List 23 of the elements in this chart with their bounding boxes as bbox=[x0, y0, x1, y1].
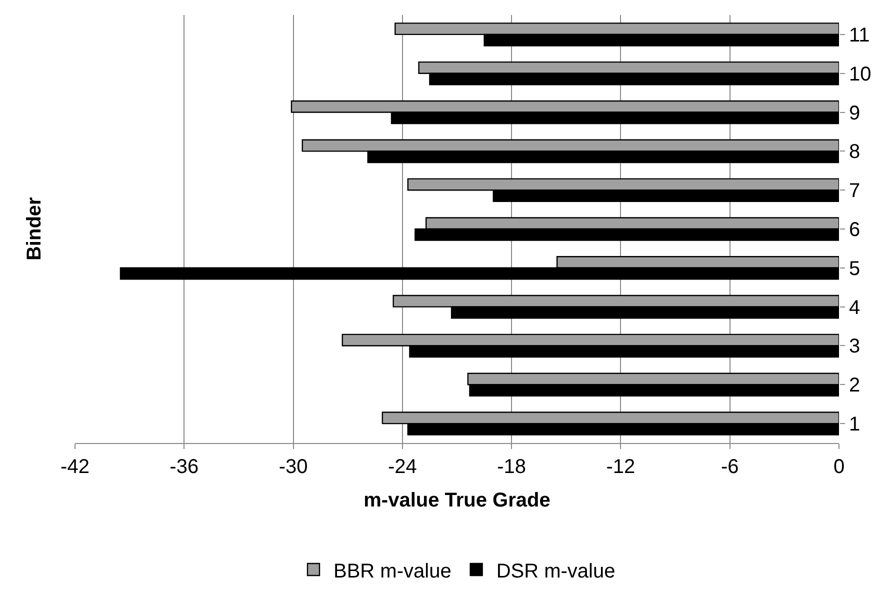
y-tick-label: 7 bbox=[849, 180, 860, 202]
y-tick-label: 10 bbox=[849, 63, 872, 86]
x-tick-label: -6 bbox=[720, 456, 739, 478]
y-tick-label: 2 bbox=[849, 374, 860, 397]
legend-label: DSR m-value bbox=[496, 560, 616, 582]
y-tick-label: 1 bbox=[849, 414, 860, 436]
x-tick-label: -30 bbox=[278, 456, 308, 478]
x-tick-label: 0 bbox=[833, 456, 845, 478]
y-tick-label: 5 bbox=[849, 258, 860, 280]
y-tick-label: 9 bbox=[849, 102, 860, 124]
y-tick-label: 8 bbox=[849, 141, 860, 164]
y-tick-label: 3 bbox=[849, 336, 860, 358]
x-tick-label: -24 bbox=[388, 456, 417, 478]
x-tick-label: -36 bbox=[170, 456, 199, 478]
y-tick-label: 6 bbox=[849, 219, 860, 241]
x-tick-label: -18 bbox=[497, 456, 526, 478]
x-tick-label: -12 bbox=[606, 456, 636, 478]
legend-label: BBR m-value bbox=[334, 560, 452, 582]
y-tick-label: 4 bbox=[849, 296, 860, 319]
x-axis-title: m-value True Grade bbox=[364, 490, 550, 512]
y-tick-label: 11 bbox=[849, 24, 870, 46]
y-axis-title: Binder bbox=[24, 196, 46, 261]
x-tick-label: -42 bbox=[60, 456, 90, 478]
